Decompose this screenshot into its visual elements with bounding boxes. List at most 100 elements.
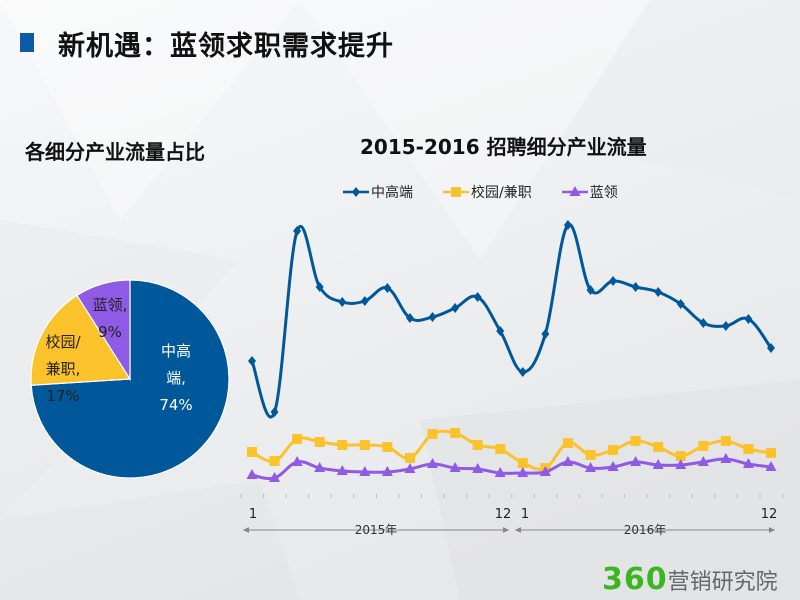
data-point xyxy=(427,429,438,439)
data-point xyxy=(337,440,348,450)
pie-data-label: 74% xyxy=(159,396,192,414)
data-point xyxy=(630,456,642,466)
data-point xyxy=(404,453,415,463)
legend-item-2: 蓝领 xyxy=(561,182,618,202)
x-tick-label: 12 xyxy=(761,507,778,522)
line-chart-legend: 中高端 校园/兼职 蓝领 xyxy=(343,182,618,202)
brand-logo: 360 营销研究院 xyxy=(602,562,778,597)
data-point xyxy=(338,297,347,307)
legend-marker xyxy=(451,187,461,197)
x-tick-label: 1 xyxy=(249,507,257,522)
data-point xyxy=(359,466,371,476)
data-point xyxy=(607,461,619,471)
page-title: 新机遇：蓝领求职需求提升 xyxy=(58,31,394,62)
data-point xyxy=(496,326,505,336)
data-point xyxy=(675,459,687,469)
logo-text: 营销研究院 xyxy=(667,570,778,595)
pie-data-label: 9% xyxy=(98,323,122,341)
data-point xyxy=(653,442,664,452)
data-point xyxy=(675,451,686,461)
data-point xyxy=(428,312,437,322)
data-point xyxy=(699,318,708,328)
series-line xyxy=(250,223,773,419)
data-point xyxy=(247,447,257,457)
data-point xyxy=(292,434,303,444)
data-point xyxy=(360,296,369,306)
data-point xyxy=(517,467,529,477)
data-point xyxy=(743,444,754,454)
data-point xyxy=(293,226,302,236)
legend-marker-icon xyxy=(343,187,369,197)
legend-item-1: 校园/兼职 xyxy=(443,182,532,202)
data-point xyxy=(472,463,484,473)
x-tick-label: 12 xyxy=(495,507,512,522)
data-point xyxy=(269,456,280,466)
arrow-head xyxy=(515,527,521,533)
data-point xyxy=(652,459,664,469)
data-point xyxy=(766,448,776,458)
data-point xyxy=(676,299,685,309)
data-point xyxy=(609,276,618,286)
pie-data-label: 校园/ xyxy=(45,333,81,351)
data-point xyxy=(314,437,325,447)
pie-data-label: 端, xyxy=(166,369,186,387)
data-point xyxy=(584,462,596,472)
data-point xyxy=(541,329,550,339)
legend-label: 蓝领 xyxy=(589,185,618,201)
data-point xyxy=(404,463,416,473)
pie-chart-title: 各细分产业流量占比 xyxy=(25,140,205,164)
data-point xyxy=(270,407,279,417)
data-point xyxy=(246,469,258,479)
legend-marker xyxy=(569,186,581,196)
arrow-head xyxy=(503,527,509,533)
data-point xyxy=(336,465,348,475)
logo-number: 360 xyxy=(602,562,668,597)
x-group-label: 2016年 xyxy=(624,523,667,537)
data-point xyxy=(586,285,595,295)
data-point xyxy=(767,343,775,353)
data-point xyxy=(495,444,506,454)
data-point xyxy=(382,442,393,452)
line-chart-title: 2015-2016 招聘细分产业流量 xyxy=(360,135,647,159)
data-point xyxy=(630,436,641,446)
title-accent-bar xyxy=(20,33,34,52)
data-point xyxy=(314,462,326,472)
data-point xyxy=(563,220,572,230)
data-point xyxy=(269,472,281,482)
data-point xyxy=(697,456,709,466)
legend-label: 中高端 xyxy=(371,185,413,201)
x-group-label: 2015年 xyxy=(355,523,398,537)
pie-data-label: 兼职, xyxy=(46,360,81,378)
legend-marker-icon xyxy=(561,186,588,196)
data-point xyxy=(720,436,731,446)
series-2 xyxy=(246,453,777,482)
legend-marker-icon xyxy=(443,187,469,197)
data-point xyxy=(450,428,461,438)
data-point xyxy=(654,287,663,297)
data-point xyxy=(585,450,596,460)
data-point xyxy=(451,303,460,313)
data-point xyxy=(427,458,439,468)
data-point xyxy=(472,440,483,450)
data-point xyxy=(517,458,528,468)
data-point xyxy=(562,438,573,448)
data-point xyxy=(381,466,393,476)
data-point xyxy=(405,313,414,323)
pie-slice-2 xyxy=(76,279,131,382)
data-point xyxy=(539,466,551,476)
legend-marker xyxy=(352,187,360,197)
data-point xyxy=(494,467,506,477)
pie-slice-1 xyxy=(30,294,132,386)
legend-item-0: 中高端 xyxy=(343,182,413,202)
data-point xyxy=(562,456,574,466)
data-point xyxy=(721,321,730,331)
series-1 xyxy=(247,428,776,473)
arrow-head xyxy=(769,527,775,533)
series-line xyxy=(251,457,772,481)
data-point xyxy=(698,441,709,451)
data-point xyxy=(449,462,461,472)
arrow-head xyxy=(243,527,249,533)
data-point xyxy=(765,461,777,471)
data-point xyxy=(631,282,640,292)
